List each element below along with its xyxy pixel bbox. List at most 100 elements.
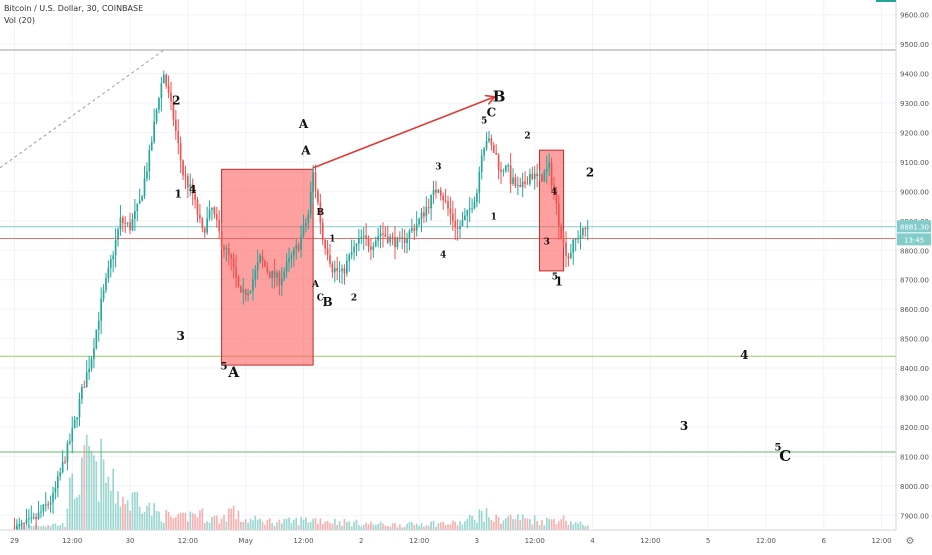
time-tick-label: 5 xyxy=(706,537,710,545)
volume-bar xyxy=(507,516,510,530)
candle-body xyxy=(321,222,324,240)
candle-body xyxy=(203,228,206,233)
volume-bar xyxy=(141,513,143,530)
volume-bar xyxy=(273,525,276,530)
candle-body xyxy=(293,248,295,256)
volume-bar xyxy=(235,519,237,530)
volume-bar xyxy=(73,498,76,530)
volume-bar xyxy=(333,518,336,530)
volume-bar xyxy=(283,518,286,530)
candle-body xyxy=(394,236,396,248)
candle-body xyxy=(309,191,312,215)
wave-label: 3 xyxy=(435,162,441,172)
volume-bar xyxy=(374,524,377,530)
top-marker xyxy=(876,0,896,2)
volume-bar xyxy=(321,524,324,530)
candle-body xyxy=(213,207,216,215)
volume-bar xyxy=(150,515,153,530)
time-tick-label: 12:00 xyxy=(640,537,660,545)
candle-body xyxy=(584,228,587,230)
candle-body xyxy=(278,272,281,286)
candle-body xyxy=(423,212,425,217)
volume-bar xyxy=(242,521,245,530)
volume-bar xyxy=(495,514,498,530)
candle-body xyxy=(562,238,565,243)
candle-body xyxy=(519,185,522,188)
volume-bar xyxy=(194,514,196,530)
candle-body xyxy=(367,238,370,247)
volume-bar xyxy=(538,524,541,530)
volume-bar xyxy=(444,525,447,530)
volume-bar xyxy=(78,494,81,530)
volume-bar xyxy=(232,505,235,530)
candle-body xyxy=(174,119,177,131)
candle-body xyxy=(468,208,471,210)
volume-bar xyxy=(348,521,351,530)
volume-bar xyxy=(237,510,240,530)
candle-body xyxy=(49,502,52,505)
volume-bar xyxy=(264,524,266,530)
volume-bar xyxy=(76,497,78,530)
candle-body xyxy=(56,476,59,488)
volume-bar xyxy=(134,492,136,530)
volume-bar xyxy=(545,517,548,530)
time-tick-label: 30 xyxy=(126,537,135,545)
candle-body xyxy=(403,237,406,244)
candle-body xyxy=(495,152,498,155)
volume-bar xyxy=(560,519,563,530)
price-tick-label: 9000.00 xyxy=(900,188,929,196)
candle-body xyxy=(348,255,351,261)
candle-body xyxy=(71,428,74,442)
candle-body xyxy=(507,165,510,167)
candle-body xyxy=(54,487,57,493)
time-axis-background xyxy=(0,530,896,550)
volume-bar xyxy=(143,511,146,530)
candle-body xyxy=(256,262,259,271)
volume-bar xyxy=(492,521,495,530)
volume-bar xyxy=(285,518,288,530)
candle-body xyxy=(341,268,343,271)
volume-bar xyxy=(377,523,379,530)
candle-body xyxy=(557,203,560,227)
volume-bar xyxy=(459,521,461,530)
candle-body xyxy=(136,203,139,212)
time-tick-label: 12:00 xyxy=(293,537,313,545)
candle-body xyxy=(230,254,233,259)
candle-body xyxy=(396,237,399,248)
volume-bar xyxy=(201,508,204,530)
volume-bar xyxy=(305,517,307,530)
candle-body xyxy=(191,184,194,194)
candle-body xyxy=(582,228,584,236)
wave-label: 1 xyxy=(174,187,182,200)
volume-bar xyxy=(69,477,71,530)
candle-body xyxy=(555,191,558,204)
candle-body xyxy=(143,178,146,197)
candle-body xyxy=(285,262,288,272)
candle-body xyxy=(439,189,442,196)
time-tick-label: 3 xyxy=(475,537,479,545)
price-tick-label: 8500.00 xyxy=(900,336,929,344)
volume-bar xyxy=(97,501,100,530)
time-tick-label: 12:00 xyxy=(525,537,545,545)
trend-arrow xyxy=(312,97,494,169)
volume-bar xyxy=(569,521,572,530)
candle-body xyxy=(162,74,165,84)
candle-body xyxy=(454,221,457,228)
candle-body xyxy=(302,225,305,237)
volume-bar xyxy=(341,525,343,530)
volume-bar xyxy=(158,511,160,530)
volume-bar xyxy=(44,526,47,530)
candle-body xyxy=(167,85,170,93)
candle-body xyxy=(150,141,153,151)
volume-bar xyxy=(398,524,401,530)
candle-body xyxy=(545,168,548,172)
volume-bar xyxy=(199,510,201,530)
wave-label: 2 xyxy=(586,166,594,180)
volume-bar xyxy=(66,508,69,530)
volume-bar xyxy=(345,522,348,530)
candle-body xyxy=(524,181,526,184)
candle-body xyxy=(280,278,283,286)
volume-bar xyxy=(394,523,396,530)
candle-body xyxy=(160,83,163,99)
